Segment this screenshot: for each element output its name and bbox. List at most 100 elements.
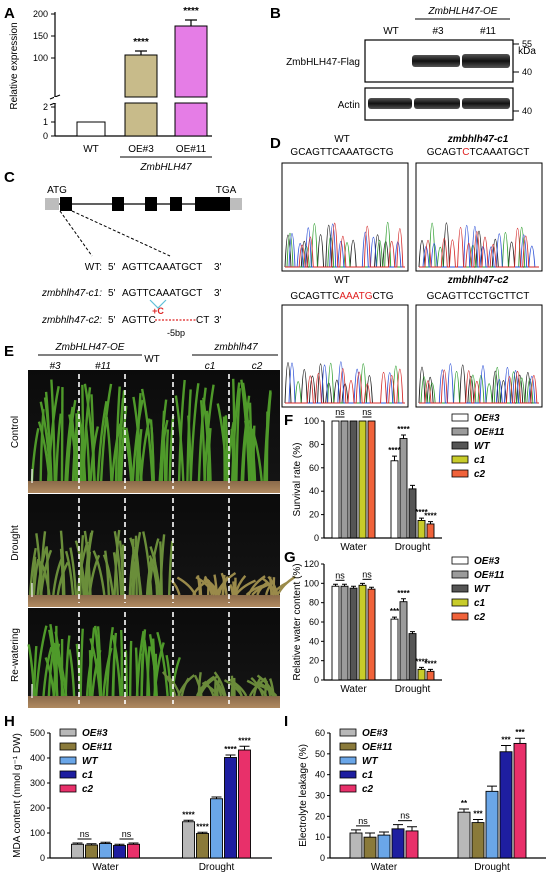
plant-leaf: [162, 424, 167, 482]
legend-label: c1: [362, 770, 374, 781]
plant-leaf: [158, 399, 168, 482]
plant-leaf: [213, 574, 219, 596]
ns-label: ns: [358, 816, 368, 826]
plant-leaf: [213, 671, 227, 697]
plant-leaf: [84, 427, 91, 482]
error-bar: [128, 842, 139, 845]
error-bar: [410, 484, 415, 489]
b-marker-55: 55: [522, 39, 532, 49]
y-tick-label: 40: [309, 486, 319, 496]
plant-leaf: [120, 544, 125, 596]
c-row-c2-5: 5': [108, 315, 116, 326]
y-tick-label: 40: [315, 770, 325, 780]
plant-leaf: [96, 626, 103, 697]
a-sig-oe11: ****: [183, 6, 199, 17]
panel-letter-a: A: [4, 5, 15, 22]
plant-leaf: [174, 395, 185, 482]
error-bar: [487, 785, 497, 792]
error-bar: [401, 434, 406, 439]
legend-label: c1: [474, 598, 486, 609]
b-row-flag: ZmbHLH47-Flag: [286, 57, 360, 68]
legend-label: OE#3: [362, 728, 388, 739]
error-bar: [393, 824, 403, 829]
error-bar: [410, 631, 415, 634]
legend-swatch: [59, 770, 77, 779]
ns-label: ns: [362, 569, 372, 579]
error-bar: [351, 829, 361, 833]
plant-leaf: [105, 416, 113, 482]
e-line-3: #3: [49, 361, 61, 372]
bar-c1: [113, 845, 126, 859]
bar-oe11: [471, 822, 485, 859]
plant-leaf: [140, 388, 154, 482]
chromatogram-trace: [419, 227, 539, 268]
c-row-c2-3: 3': [214, 315, 222, 326]
bar-c2: [513, 742, 527, 859]
a-cat-oe11: OE#11: [176, 144, 207, 155]
plant-leaf: [45, 546, 50, 596]
plant-leaf: [54, 631, 64, 697]
c-atg: ATG: [47, 185, 67, 196]
plant-leaf: [110, 423, 122, 482]
significance-label: ***: [515, 728, 525, 737]
plant-leaf: [140, 629, 147, 697]
plant-leaf: [248, 402, 253, 482]
d-seq-4: GCAGTTCCTGCTTCT: [427, 291, 530, 302]
y-tick-label: 30: [315, 791, 325, 801]
a-cat-wt: WT: [83, 144, 99, 155]
chromatogram-trace: [284, 224, 405, 268]
y-tick-label: 40: [309, 636, 319, 646]
plant-leaf: [128, 554, 135, 596]
legend-swatch: [59, 728, 77, 737]
bar-wt: [99, 843, 112, 859]
b-marker-40b: 40: [522, 106, 532, 116]
plant-leaf: [263, 680, 268, 697]
x-group-label: Water: [340, 542, 367, 553]
y-tick-label: 0: [314, 533, 319, 543]
y-tick-label: 200: [30, 803, 45, 813]
chart-f: 0 20 40 60 80 100 Survival rate (%) Water ns ns Dr…: [292, 407, 505, 553]
plant-leaf: [234, 579, 256, 596]
chart-h: 0 100 200 300 400 500 MDA content (nmol g⁻¹ DW…: [12, 728, 272, 873]
legend-label: OE#11: [474, 570, 505, 581]
panel-e: E ZmbHLH47-OE zmbhlh47 #3 #11 WT c1 c2 C…: [4, 342, 296, 708]
plant-leaf: [203, 577, 221, 596]
bar-wt: [377, 834, 391, 859]
bar-c1: [417, 520, 426, 539]
c-row-c2-name: zmbhlh47-c2:: [41, 315, 102, 326]
x-group-label: Drought: [395, 542, 431, 553]
plant-leaf: [131, 399, 144, 482]
y-tick-label: 20: [309, 656, 319, 666]
legend-swatch: [451, 584, 469, 593]
chart-i: 0 10 20 30 40 50 60 Electrolyte leakage (%) Wate…: [298, 728, 546, 873]
photo-background: [28, 494, 280, 607]
a-tick-100: 100: [33, 53, 48, 63]
bar-c1: [499, 751, 513, 859]
y-tick-label: 20: [315, 811, 325, 821]
plant-leaf: [125, 427, 134, 482]
plant-leaf: [197, 387, 207, 482]
bar-oe11: [399, 438, 408, 539]
legend-label: OE#11: [474, 427, 505, 438]
y-tick-label: 100: [30, 828, 45, 838]
bar-c2: [238, 749, 251, 859]
plant-leaf: [256, 581, 269, 596]
a-ylabel: Relative expression: [9, 22, 20, 109]
panel-b: B ZmbHLH47-OE WT #3 #11 kDa ZmbHLH47-Fla…: [270, 5, 536, 121]
legend-swatch: [339, 756, 357, 765]
legend-swatch: [339, 770, 357, 779]
y-tick-label: 500: [30, 728, 45, 738]
bar-oe11: [399, 601, 408, 681]
legend-label: c2: [362, 784, 374, 795]
d-seq-2: GCAGTCTCAAATGCT: [427, 147, 530, 158]
panel-letter-f: F: [284, 412, 293, 429]
bar-oe3: [349, 832, 363, 859]
c-row-wt-name: WT:: [85, 262, 102, 273]
plant-leaf: [177, 674, 196, 697]
error-bar: [225, 754, 236, 758]
error-bar: [365, 832, 375, 838]
plant-leaf: [114, 386, 121, 482]
y-axis-label: MDA content (nmol g⁻¹ DW): [12, 733, 23, 858]
bar-oe3: [331, 585, 340, 681]
